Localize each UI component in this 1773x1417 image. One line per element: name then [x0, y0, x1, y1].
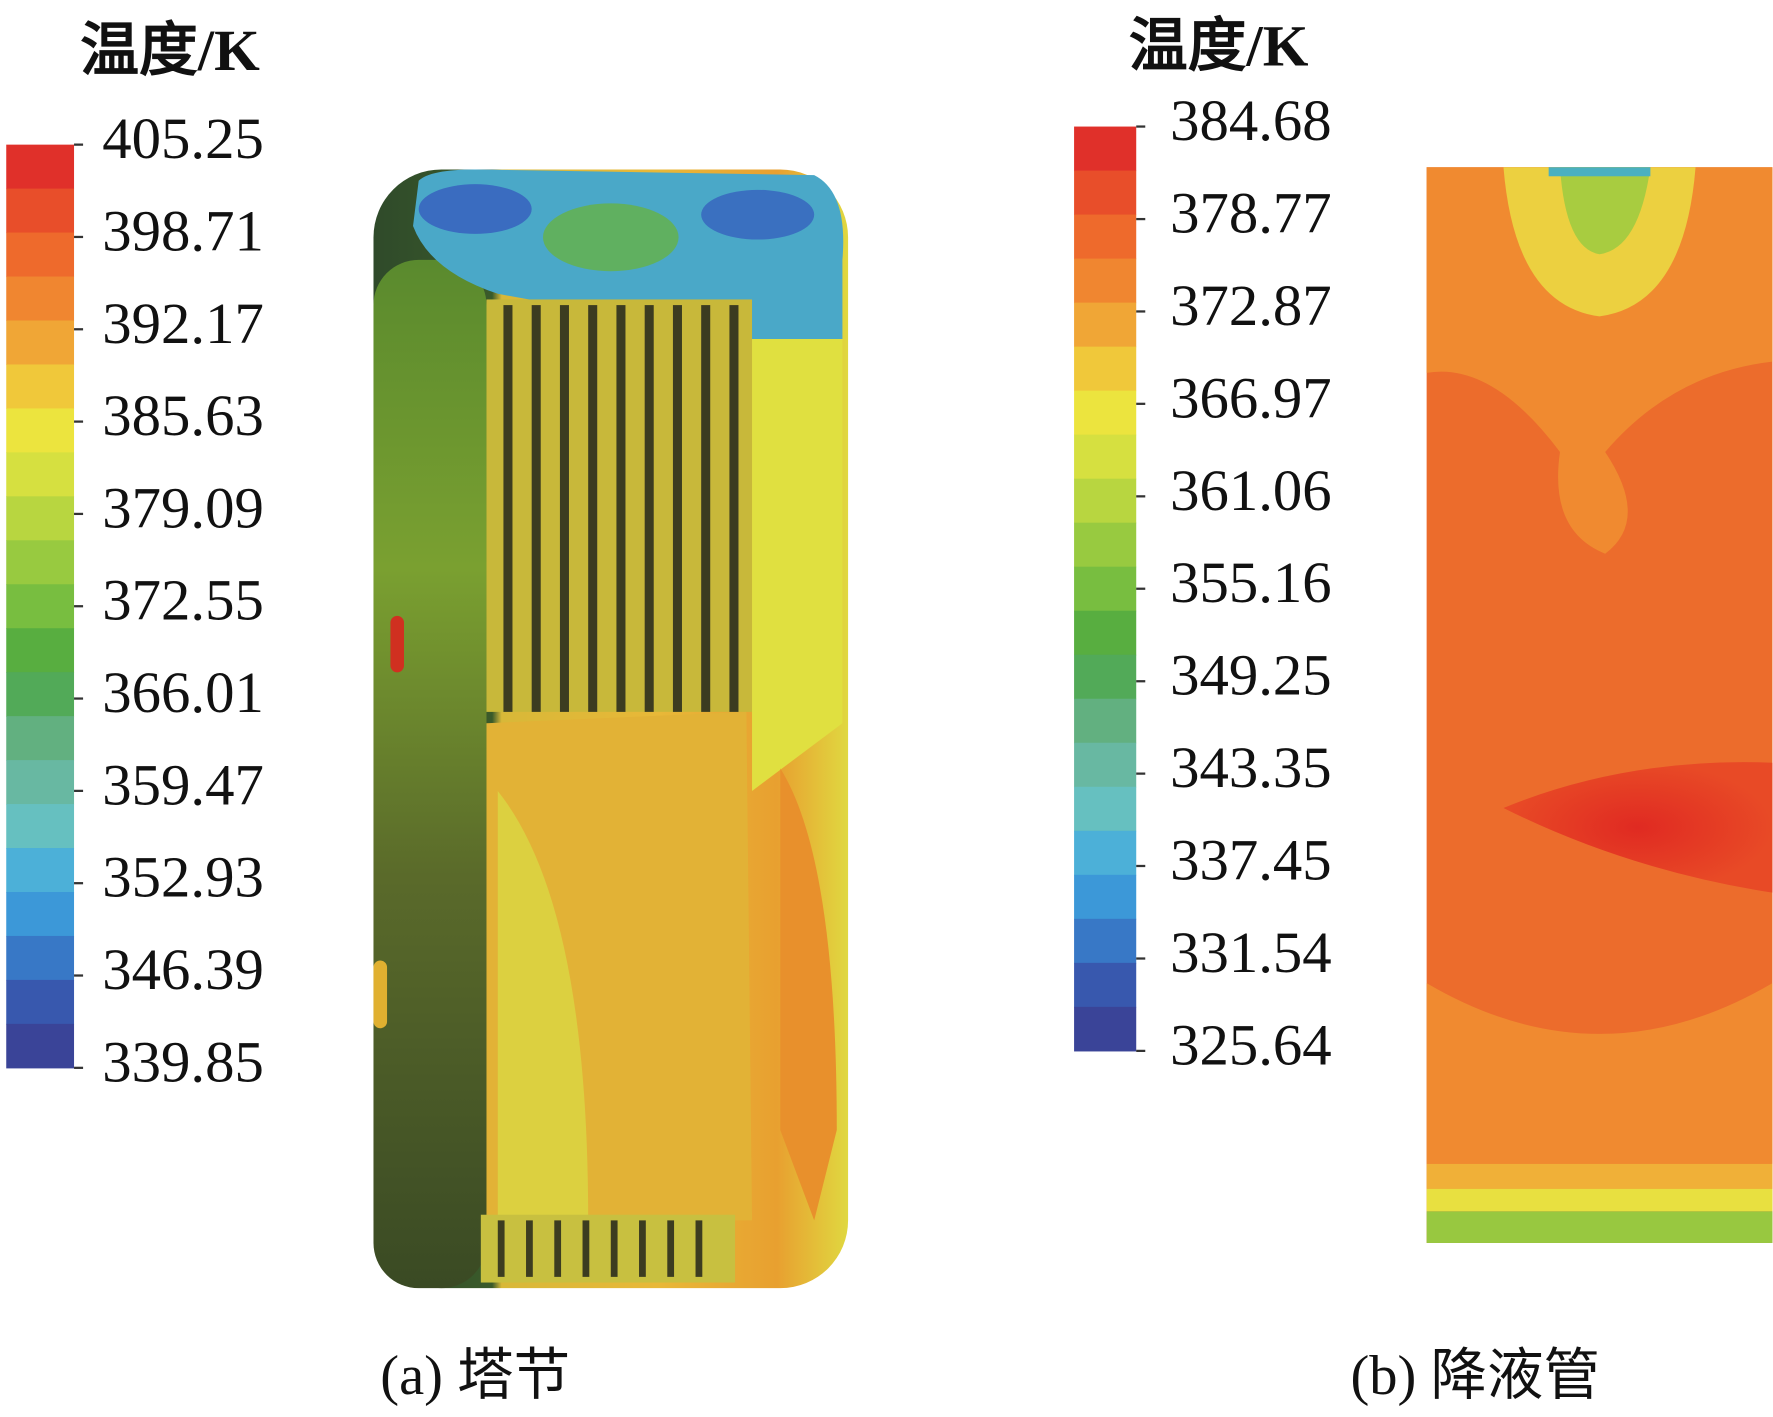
tick-label: 346.39	[102, 937, 264, 1002]
colorbar-swatch	[1074, 918, 1137, 964]
colorbar-swatch	[6, 1023, 75, 1069]
colorbar: 405.25 398.71 392.17 385.63 379.09 372.55 366.…	[6, 106, 264, 1094]
colorbar-swatch	[1074, 566, 1137, 612]
colorbar-swatch	[6, 276, 75, 322]
colorbar-swatch	[1074, 522, 1137, 568]
colorbar-swatch	[6, 760, 75, 805]
colorbar-swatch	[6, 144, 75, 190]
colorbar-swatch	[1074, 170, 1137, 216]
colorbar-swatch	[1074, 1006, 1137, 1052]
colorbar-swatch	[1074, 258, 1137, 304]
colorbar-swatch	[6, 804, 75, 849]
colorbar-swatch	[6, 452, 75, 497]
colorbar-swatch	[6, 408, 75, 453]
colorbar-swatch	[6, 320, 75, 366]
tick-label: 343.35	[1170, 735, 1332, 800]
colorbar-swatch	[6, 979, 75, 1025]
tick-label: 366.97	[1170, 365, 1332, 430]
tick-label: 339.85	[102, 1029, 264, 1094]
colorbar-swatch	[1074, 610, 1137, 656]
colorbar-swatch	[1074, 126, 1137, 172]
colorbar-swatch	[1074, 830, 1137, 876]
tick-label: 372.87	[1170, 273, 1332, 338]
colorbar-swatch	[6, 540, 75, 585]
tick-label: 392.17	[102, 291, 264, 356]
colorbar-swatch	[1074, 434, 1137, 480]
tick-label: 331.54	[1170, 920, 1332, 985]
tick-label: 398.71	[102, 198, 264, 263]
colorbar-swatch	[1074, 390, 1137, 436]
colorbar-swatch	[6, 848, 75, 893]
tick-label: 359.47	[102, 752, 264, 817]
tick-label: 352.93	[102, 845, 264, 910]
colorbar-swatch	[6, 672, 75, 717]
colorbar-swatch	[1074, 654, 1137, 700]
tick-label: 355.16	[1170, 550, 1332, 615]
colorbar-swatch	[1074, 346, 1137, 392]
colorbar-swatch	[1074, 962, 1137, 1008]
colorbar-swatch	[1074, 874, 1137, 920]
tick-label: 405.25	[102, 106, 264, 171]
tick-label: 378.77	[1170, 181, 1332, 246]
colorbar: 384.68 378.77 372.87 366.97 361.06 355.16 349.…	[1074, 88, 1332, 1077]
tick-label: 372.55	[102, 568, 264, 633]
tick-label: 384.68	[1170, 88, 1332, 153]
colorbar-swatch	[6, 584, 75, 629]
colorbar-swatch	[6, 496, 75, 541]
colorbar-swatch	[6, 628, 75, 673]
caption: (b) 降液管	[1351, 1345, 1600, 1407]
colorbar-swatch	[6, 364, 75, 409]
colorbar-swatch	[6, 716, 75, 761]
colorbar-swatch	[1074, 698, 1137, 744]
colorbar-title: 温度/K	[1129, 13, 1309, 78]
colorbar-swatch	[6, 188, 75, 234]
colorbar-swatch	[6, 232, 75, 278]
colorbar-title: 温度/K	[80, 18, 260, 83]
tick-label: 385.63	[102, 383, 264, 448]
tick-label: 337.45	[1170, 827, 1332, 892]
colorbar-swatch	[1074, 786, 1137, 832]
tick-label: 366.01	[102, 660, 264, 725]
caption: (a) 塔节	[380, 1345, 570, 1407]
colorbar-swatch	[1074, 302, 1137, 348]
tick-label: 361.06	[1170, 458, 1332, 523]
colorbar-swatch	[6, 891, 75, 937]
tick-label: 379.09	[102, 475, 264, 540]
tower-contour	[373, 169, 849, 1289]
colorbar-swatch	[1074, 478, 1137, 524]
colorbar-swatch	[6, 935, 75, 981]
colorbar-swatch	[1074, 214, 1137, 260]
colorbar-swatch	[1074, 742, 1137, 788]
tick-label: 349.25	[1170, 643, 1332, 708]
downcomer-contour	[1426, 167, 1773, 1243]
tick-label: 325.64	[1170, 1012, 1332, 1077]
